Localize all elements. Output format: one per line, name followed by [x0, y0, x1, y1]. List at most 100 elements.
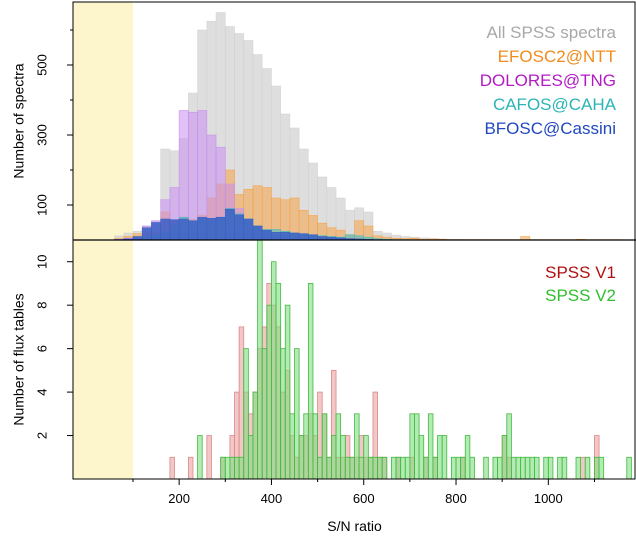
bar-spss-v2-530 [331, 436, 336, 479]
bar-spss-v2-660 [391, 457, 396, 479]
bar-spss-v2-420 [281, 349, 286, 479]
bottom-ytick-label-2: 2 [34, 432, 49, 439]
bar-spss-v2-610 [368, 457, 373, 479]
bar-bfosc-cassini-240 [198, 217, 207, 240]
bar-spss-v2-290 [221, 457, 226, 479]
bar-bfosc-cassini-340 [244, 219, 253, 240]
bar-spss-v2-720 [419, 436, 424, 479]
bar-spss-v2-630 [378, 457, 383, 479]
bar-spss-v2-560 [345, 457, 350, 479]
bar-spss-v2-430 [285, 305, 290, 479]
bar-spss-v2-310 [230, 457, 235, 479]
bar-spss-v2-520 [327, 457, 332, 479]
xtick-label-600: 600 [353, 491, 375, 506]
x-axis-label: S/N ratio [327, 518, 382, 534]
bar-spss-v2-920 [511, 457, 516, 479]
bar-spss-v2-300 [225, 457, 230, 479]
bar-bfosc-cassini-280 [216, 217, 225, 240]
bottom-ytick-label-8: 8 [34, 302, 49, 309]
bar-bfosc-cassini-200 [179, 219, 188, 240]
bar-bfosc-cassini-180 [170, 220, 179, 240]
bar-bfosc-cassini-120 [142, 228, 151, 240]
bar-spss-v2-620 [373, 457, 378, 479]
top-ytick-label-500: 500 [34, 54, 49, 76]
legend-spss-v1: SPSS V1 [545, 263, 616, 282]
bar-bfosc-cassini-480 [308, 235, 317, 240]
bar-spss-v2-800 [456, 457, 461, 479]
bar-spss-v2-500 [318, 457, 323, 479]
bar-bfosc-cassini-360 [253, 226, 262, 240]
bottom-ytick-label-6: 6 [34, 345, 49, 352]
legend-spss-v2: SPSS V2 [545, 286, 616, 305]
xtick-label-1000: 1000 [534, 491, 563, 506]
bar-spss-v2-480 [308, 283, 313, 479]
bar-spss-v2-1110 [599, 457, 604, 479]
bar-spss-v2-330 [239, 457, 244, 479]
bar-bfosc-cassini-320 [235, 215, 244, 240]
bottom-ytick-label-4: 4 [34, 388, 49, 395]
top-excluded-band [73, 2, 133, 240]
bar-spss-v1-180 [170, 457, 175, 479]
bar-spss-v2-550 [341, 436, 346, 479]
bar-spss-v2-1060 [576, 457, 581, 479]
bar-spss-v2-700 [410, 414, 415, 479]
bar-spss-v2-350 [248, 436, 253, 479]
bar-spss-v2-490 [313, 414, 318, 479]
bottom-ytick-label-10: 10 [34, 254, 49, 268]
bar-spss-v2-900 [502, 436, 507, 479]
bar-spss-v2-1080 [585, 457, 590, 479]
legend-cafos-caha: CAFOS@CAHA [493, 95, 617, 114]
bar-spss-v2-820 [465, 436, 470, 479]
bar-spss-v2-940 [521, 457, 526, 479]
bar-spss-v2-450 [295, 349, 300, 479]
top-legend: All SPSS spectra EFOSC2@NTT DOLORES@TNG CAF… [480, 23, 617, 138]
bar-spss-v2-1000 [548, 457, 553, 479]
bottom-excluded-band [73, 240, 133, 479]
bar-spss-v2-670 [396, 457, 401, 479]
bar-spss-v2-830 [470, 457, 475, 479]
bar-spss-v2-970 [534, 457, 539, 479]
bar-spss-v2-640 [382, 457, 387, 479]
bar-spss-v2-730 [424, 457, 429, 479]
xtick-label-400: 400 [261, 491, 283, 506]
bar-spss-v1-1070 [581, 457, 586, 479]
bar-spss-v2-410 [276, 283, 281, 479]
bar-bfosc-cassini-160 [161, 219, 170, 240]
bar-bfosc-cassini-420 [281, 232, 290, 240]
bar-spss-v2-390 [267, 305, 272, 479]
bar-bfosc-cassini-300 [225, 209, 234, 240]
bar-bfosc-cassini-220 [188, 221, 197, 240]
bar-spss-v2-570 [350, 457, 355, 479]
bar-spss-v2-790 [451, 457, 456, 479]
bar-spss-v2-240 [198, 436, 203, 479]
bar-spss-v2-960 [530, 457, 535, 479]
legend-all-spss-spectra: All SPSS spectra [487, 23, 617, 42]
xtick-label-200: 200 [168, 491, 190, 506]
legend-bfosc-cassini: BFOSC@Cassini [484, 119, 616, 138]
bar-spss-v2-690 [405, 457, 410, 479]
bar-spss-v2-860 [484, 457, 489, 479]
bar-spss-v1-220 [188, 457, 193, 479]
bar-spss-v2-590 [359, 457, 364, 479]
bar-spss-v2-1030 [562, 457, 567, 479]
top-ytick-label-300: 300 [34, 124, 49, 146]
bar-spss-v2-770 [442, 436, 447, 479]
bar-bfosc-cassini-380 [262, 230, 271, 240]
legend-dolores-tng: DOLORES@TNG [480, 71, 616, 90]
bar-bfosc-cassini-400 [271, 232, 280, 240]
bottom-y-axis-label: Number of flux tables [11, 293, 27, 425]
bar-spss-v2-580 [355, 414, 360, 479]
bar-spss-v2-510 [322, 414, 327, 479]
bar-spss-v2-890 [498, 457, 503, 479]
bar-spss-v2-600 [364, 436, 369, 479]
bar-spss-v2-990 [544, 457, 549, 479]
bar-spss-v2-760 [438, 436, 443, 479]
bar-spss-v2-540 [336, 414, 341, 479]
bar-spss-v2-460 [299, 436, 304, 479]
bar-spss-v2-710 [414, 414, 419, 479]
legend-efosc2-ntt: EFOSC2@NTT [498, 47, 616, 66]
bar-spss-v2-470 [304, 414, 309, 479]
bar-spss-v1-330 [239, 327, 244, 479]
bar-spss-v2-750 [433, 457, 438, 479]
